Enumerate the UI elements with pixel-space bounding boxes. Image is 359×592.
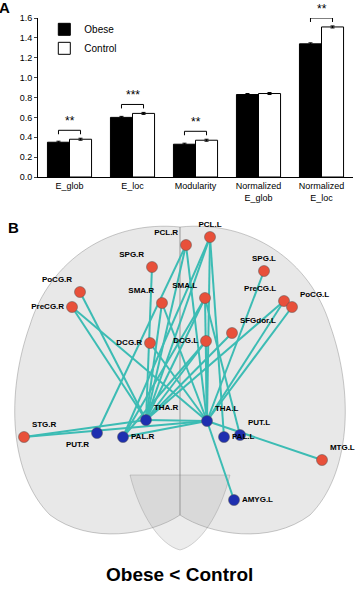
svg-text:STG.R: STG.R <box>32 420 57 429</box>
svg-text:SPG.R: SPG.R <box>119 250 144 259</box>
svg-text:**: ** <box>317 2 327 16</box>
svg-text:PreCG.R: PreCG.R <box>31 302 64 311</box>
svg-text:PCL.R: PCL.R <box>154 228 178 237</box>
svg-text:Modularity: Modularity <box>175 181 217 191</box>
svg-text:SMA.L: SMA.L <box>172 281 197 290</box>
svg-text:PreCG.L: PreCG.L <box>244 284 276 293</box>
svg-text:Obese < Control: Obese < Control <box>106 564 253 585</box>
svg-text:MTG.L: MTG.L <box>330 443 355 452</box>
svg-text:1.6: 1.6 <box>20 13 33 23</box>
svg-text:THA.R: THA.R <box>154 403 179 412</box>
svg-text:AMYG.L: AMYG.L <box>242 495 273 504</box>
svg-text:PAL.R: PAL.R <box>131 432 155 441</box>
svg-text:SMA.R: SMA.R <box>128 286 154 295</box>
svg-text:A: A <box>0 0 10 16</box>
svg-text:NormalizedE_glob: NormalizedE_glob <box>236 181 282 203</box>
svg-text:E_glob: E_glob <box>55 181 83 191</box>
svg-text:0.2: 0.2 <box>20 152 33 162</box>
svg-text:NormalizedE_loc: NormalizedE_loc <box>299 181 345 203</box>
svg-text:SPG.L: SPG.L <box>252 254 276 263</box>
svg-text:PoCG.R: PoCG.R <box>42 275 72 284</box>
svg-text:PUT.L: PUT.L <box>248 418 270 427</box>
svg-text:**: ** <box>191 115 201 129</box>
svg-text:PCL.L: PCL.L <box>198 220 221 229</box>
svg-text:Obese: Obese <box>84 24 114 35</box>
svg-text:0.4: 0.4 <box>20 132 33 142</box>
svg-text:PUT.R: PUT.R <box>66 440 89 449</box>
svg-text:DCG.R: DCG.R <box>116 338 142 347</box>
svg-text:DCG.L: DCG.L <box>173 336 198 345</box>
svg-text:E_loc: E_loc <box>121 181 144 191</box>
svg-text:SFGdor.L: SFGdor.L <box>240 316 276 325</box>
svg-text:**: ** <box>65 114 75 128</box>
svg-text:1.2: 1.2 <box>20 53 33 63</box>
svg-text:1.0: 1.0 <box>20 73 33 83</box>
svg-text:0.6: 0.6 <box>20 113 33 123</box>
svg-text:0.8: 0.8 <box>20 93 33 103</box>
svg-text:0.0: 0.0 <box>20 172 33 182</box>
svg-text:THA.L: THA.L <box>215 404 239 413</box>
svg-text:Control: Control <box>84 43 116 54</box>
svg-text:1.4: 1.4 <box>20 33 33 43</box>
svg-text:PAL.L: PAL.L <box>232 432 255 441</box>
svg-text:***: *** <box>126 88 140 102</box>
svg-text:PoCG.L: PoCG.L <box>300 290 329 299</box>
svg-text:B: B <box>8 219 19 236</box>
